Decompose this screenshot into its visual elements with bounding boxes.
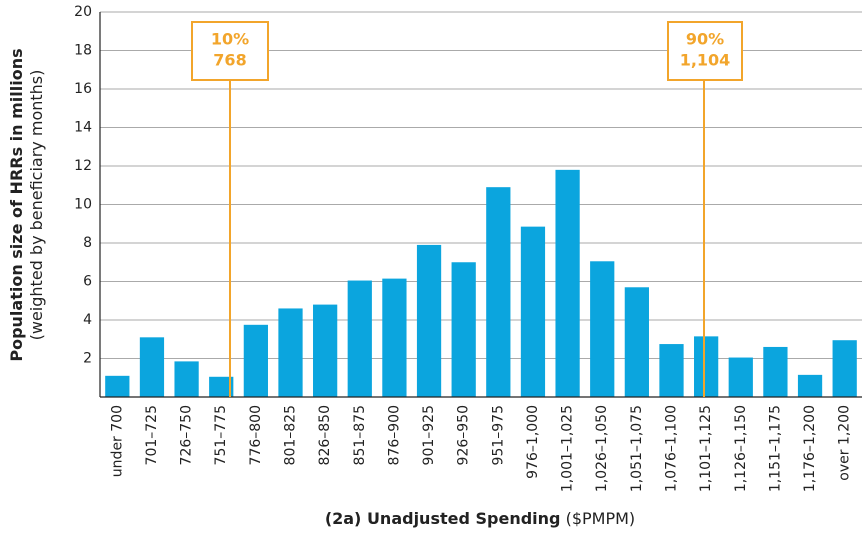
- bar: [763, 346, 788, 397]
- y-tick-label: 12: [74, 158, 92, 174]
- x-tick-label: 1,001–1,025: [560, 405, 576, 492]
- bar: [832, 340, 857, 397]
- x-tick-label: 1,176–1,200: [802, 405, 818, 492]
- x-tick-label: 1,101–1,125: [698, 405, 714, 492]
- bar: [278, 308, 303, 397]
- x-tick-label: 1,026–1,050: [594, 405, 610, 492]
- bar: [520, 226, 546, 397]
- x-tick-label: 951–975: [490, 405, 506, 465]
- bar: [174, 361, 199, 397]
- y-tick-label: 10: [74, 197, 92, 213]
- x-axis-label-unit: ($PMPM): [566, 509, 636, 528]
- x-tick-label: 1,076–1,100: [664, 405, 680, 492]
- x-tick-label: 901–925: [421, 405, 437, 465]
- bar: [105, 375, 130, 397]
- x-tick-label: 776–800: [248, 405, 264, 465]
- x-tick-label: 876–900: [386, 405, 402, 465]
- y-tick-label: 14: [74, 120, 92, 136]
- x-axis-label: (2a) Unadjusted Spending ($PMPM): [325, 509, 635, 528]
- bar: [590, 261, 615, 397]
- annotation-text: 1,104: [680, 51, 731, 70]
- bar: [486, 187, 511, 397]
- x-tick-label: 726–750: [179, 405, 195, 465]
- bar: [659, 344, 684, 397]
- bar: [416, 244, 442, 397]
- bar: [797, 374, 823, 397]
- y-tick-label: 18: [74, 43, 92, 59]
- bar: [728, 357, 753, 397]
- y-axis-label: Population size of HRRs in millions: [7, 48, 26, 361]
- y-axis-sublabel: (weighted by beneficiary months): [27, 70, 46, 341]
- x-tick-label: 701–725: [144, 405, 160, 465]
- y-tick-label: 8: [83, 235, 92, 251]
- bar: [313, 304, 338, 397]
- y-tick-label: 6: [83, 274, 92, 290]
- annotation-text: 768: [213, 51, 246, 70]
- bar: [624, 287, 649, 397]
- x-tick-label: 1,051–1,075: [629, 405, 645, 492]
- annotation-box: [667, 21, 743, 81]
- x-tick-label: 976–1,000: [525, 405, 541, 479]
- x-tick-label: 751–775: [213, 405, 229, 465]
- bar: [347, 280, 372, 397]
- bar: [694, 336, 719, 397]
- y-tick-label: 4: [83, 312, 92, 328]
- x-tick-label: over 1,200: [837, 405, 853, 481]
- x-tick-label: 826–850: [317, 405, 333, 465]
- annotation-text: 90%: [686, 30, 724, 49]
- bar: [243, 324, 268, 397]
- bar: [451, 262, 476, 397]
- bar: [209, 376, 234, 397]
- x-tick-label: under 700: [109, 405, 125, 477]
- annotation-box: [191, 21, 269, 81]
- x-tick-label: 801–825: [283, 405, 299, 465]
- bar: [139, 337, 165, 397]
- y-tick-label: 16: [74, 81, 92, 97]
- bar: [382, 278, 407, 397]
- y-tick-label: 20: [74, 4, 92, 20]
- x-tick-label: 851–875: [352, 405, 368, 465]
- y-tick-label: 2: [83, 351, 92, 367]
- annotation-text: 10%: [211, 30, 249, 49]
- x-tick-label: 926–950: [456, 405, 472, 465]
- x-tick-label: 1,126–1,150: [733, 405, 749, 492]
- x-axis-label-main: (2a) Unadjusted Spending: [325, 509, 561, 528]
- x-tick-label: 1,151–1,175: [767, 405, 783, 492]
- bar: [555, 169, 580, 397]
